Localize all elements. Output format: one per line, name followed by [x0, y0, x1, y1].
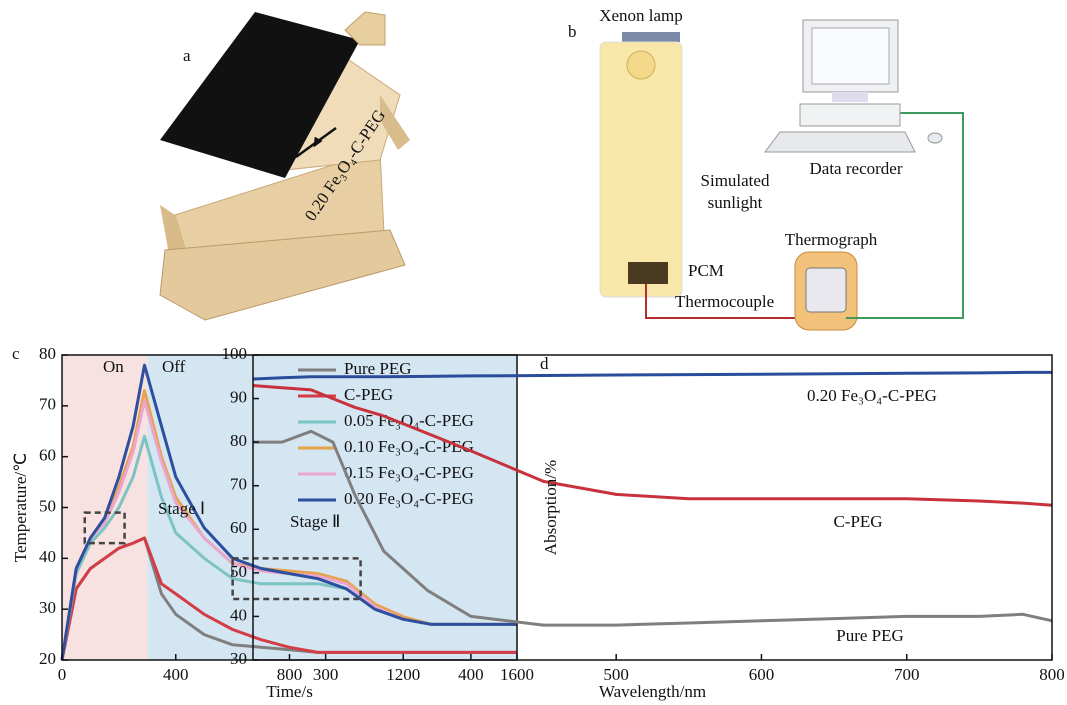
series-label: Pure PEG	[836, 626, 904, 645]
y-tick-label: 20	[39, 649, 56, 668]
legend-label: 0.15 Fe₃O₄-C-PEG	[344, 463, 474, 482]
annotation: Off	[162, 357, 186, 376]
y-tick-label: 70	[39, 395, 56, 414]
x-tick-label: 0	[58, 665, 67, 684]
pcm-label: PCM	[688, 261, 724, 280]
y-tick-label: 90	[230, 387, 247, 406]
y-axis-label: Absorption/%	[541, 460, 560, 555]
house-photo	[160, 12, 410, 320]
recorder-label: Data recorder	[810, 159, 903, 178]
x-tick-label: 1600	[500, 665, 534, 684]
panel-label: a	[183, 46, 191, 65]
y-axis-label: Temperature/℃	[11, 453, 30, 562]
x-tick-label: 600	[749, 665, 775, 684]
y-tick-label: 60	[230, 518, 247, 537]
panel-label: c	[12, 344, 20, 363]
y-tick-label: 50	[230, 562, 247, 581]
y-tick-label: 30	[230, 649, 247, 668]
sunlight-label: Simulated	[701, 171, 770, 190]
x-axis-label: Wavelength/nm	[599, 682, 706, 701]
y-tick-label: 50	[39, 496, 56, 515]
legend-label: C-PEG	[344, 385, 393, 404]
x-tick-label: 400	[458, 665, 484, 684]
y-tick-label: 70	[230, 475, 247, 494]
x-tick-label: 300	[313, 665, 339, 684]
x-tick-label: 1200	[386, 665, 420, 684]
sunlight-label: sunlight	[708, 193, 763, 212]
x-axis-label: Time/s	[266, 682, 313, 701]
legend-label: Pure PEG	[344, 359, 412, 378]
y-tick-label: 30	[39, 598, 56, 617]
annotation: On	[103, 357, 124, 376]
shaded-region	[62, 355, 147, 660]
y-tick-label: 60	[39, 446, 56, 465]
panel-label: b	[568, 22, 577, 41]
y-tick-label: 40	[39, 547, 56, 566]
legend-label: 0.10 Fe₃O₄-C-PEG	[344, 437, 474, 456]
thermocouple-label: Thermocouple	[675, 292, 774, 311]
x-tick-label: 800	[1039, 665, 1065, 684]
annotation: Stage Ⅰ	[158, 499, 205, 518]
series-label: C-PEG	[833, 512, 882, 531]
y-tick-label: 100	[222, 344, 248, 363]
annotation: Stage Ⅱ	[290, 512, 340, 531]
legend-label: 0.20 Fe₃O₄-C-PEG	[344, 489, 474, 508]
panel-label: d	[540, 354, 549, 373]
x-tick-label: 400	[163, 665, 189, 684]
y-tick-label: 80	[39, 344, 56, 363]
y-tick-label: 80	[230, 431, 247, 450]
x-tick-label: 700	[894, 665, 920, 684]
lamp-label: Xenon lamp	[599, 6, 683, 25]
figure: a 0.20 Fe₃O₄-C-PEG b Xenon lamp Simulate…	[0, 0, 1067, 705]
y-tick-label: 40	[230, 605, 247, 624]
setup-schematic	[600, 20, 963, 330]
series-label: 0.20 Fe₃O₄-C-PEG	[807, 386, 937, 405]
thermograph-label: Thermograph	[785, 230, 878, 249]
